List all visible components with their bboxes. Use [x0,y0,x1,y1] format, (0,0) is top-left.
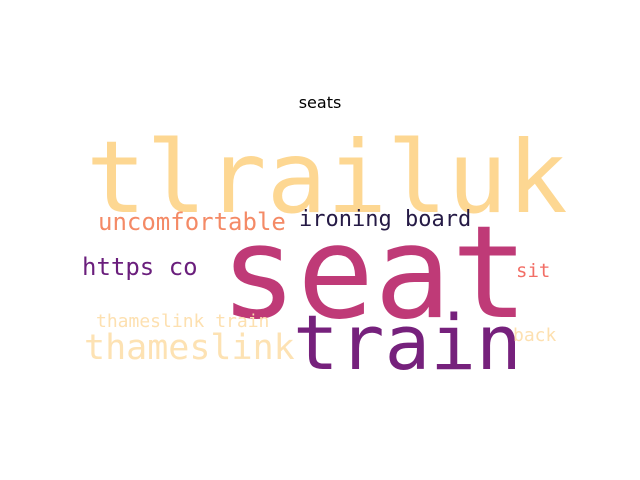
word-thameslink: thameslink [84,328,295,368]
word-thameslink-train: thameslink train [96,311,270,332]
chart-title: seats [298,93,342,112]
word-train: train [293,298,522,387]
word-seat: seat [220,199,529,348]
word-sit: sit [516,260,551,282]
word-back: back [513,325,557,346]
word-https-co: https co [82,253,198,281]
word-ironing-board: ironing board [299,207,472,232]
word-uncomfortable: uncomfortable [98,208,286,236]
word-tlrailuk: tlrailuk [86,119,568,236]
